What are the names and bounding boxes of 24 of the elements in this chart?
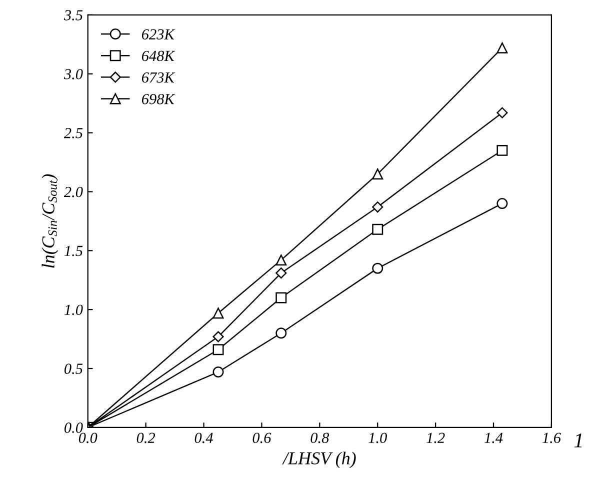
legend-label: 673K: [142, 72, 176, 83]
legend-label: 623K: [142, 29, 176, 40]
x-tick-label: 1.0: [368, 432, 387, 444]
y-tick-label: 1.5: [64, 246, 83, 256]
x-tick-label: 0.0: [78, 432, 98, 444]
y-tick-label: 0.0: [64, 422, 83, 433]
y-tick-label: 2.0: [64, 186, 83, 198]
y-tick-label: 3.0: [64, 68, 83, 80]
x-tick-label: 0.4: [194, 432, 213, 444]
y-tick-label: 2.5: [64, 128, 83, 138]
legend-label: 698K: [142, 94, 176, 104]
y-tick-label: 1.0: [64, 304, 83, 316]
y-axis-title: ln(C$_{Sin}$/C$_{Sout}$): [42, 174, 58, 268]
x-tick-label: 0.2: [136, 432, 156, 444]
text: 1: [574, 434, 582, 448]
x-tick-label: 1.6: [542, 432, 561, 444]
x-tick-label: 0.6: [252, 432, 272, 444]
x-tick-label: 1.4: [484, 432, 503, 444]
legend-label: 648K: [142, 50, 176, 62]
x-tick-label: 0.8: [310, 432, 330, 444]
y-tick-label: 0.5: [64, 364, 83, 374]
x-tick-label: 1.2: [426, 432, 445, 444]
y-tick-label: 3.5: [64, 10, 83, 20]
x-axis-title: /LHSV (h): [282, 452, 356, 468]
